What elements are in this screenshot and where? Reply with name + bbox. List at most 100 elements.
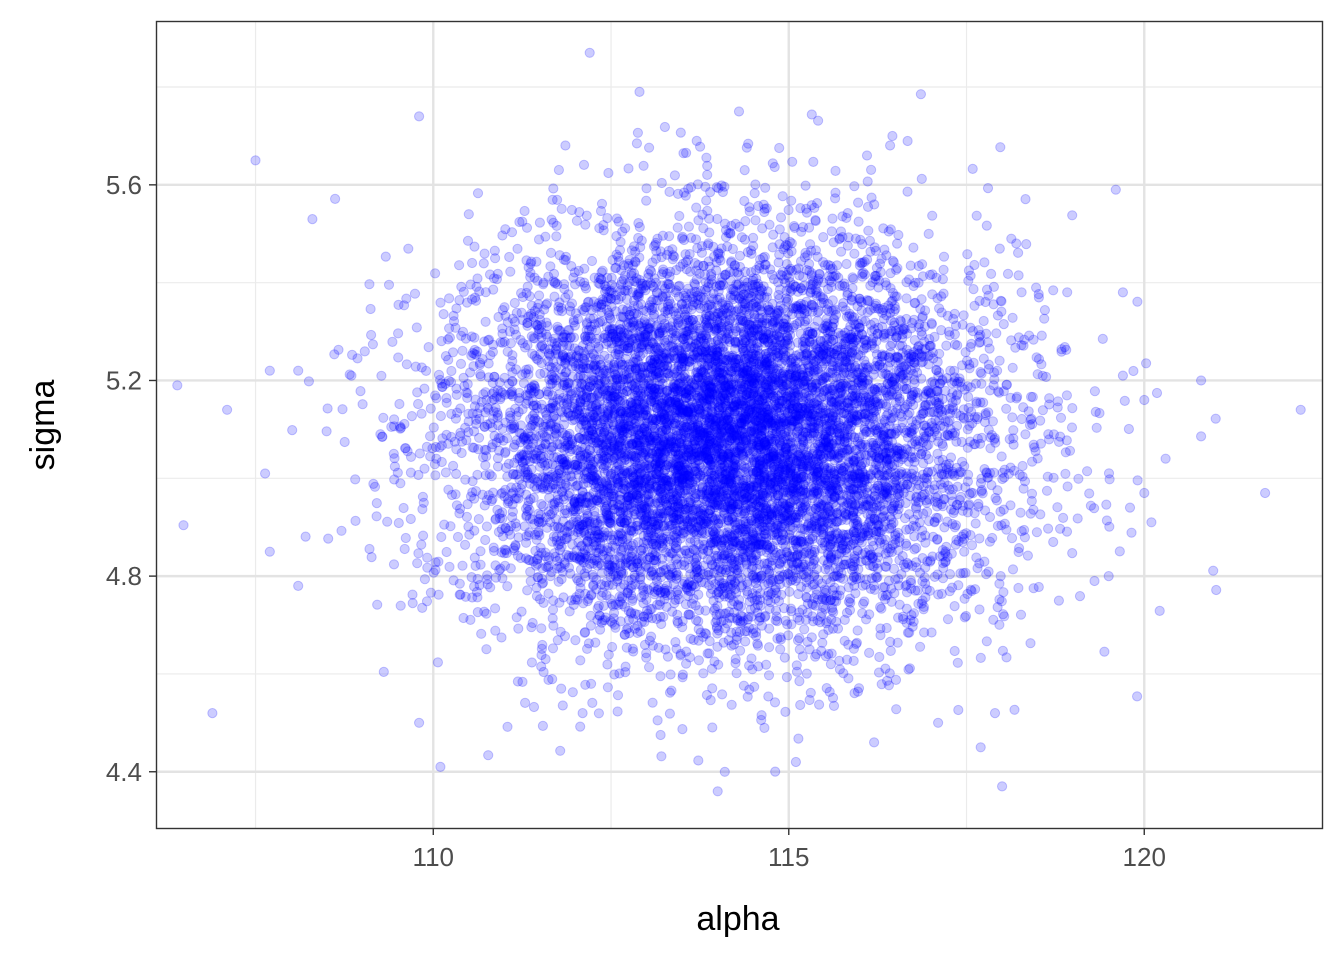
data-point	[641, 319, 652, 330]
data-point	[1039, 305, 1051, 316]
data-point	[423, 342, 434, 353]
data-point	[639, 589, 650, 600]
data-point	[701, 152, 712, 163]
data-point	[723, 374, 734, 385]
data-point	[596, 476, 607, 487]
data-point	[287, 425, 298, 436]
data-point	[764, 642, 775, 653]
data-point	[717, 689, 728, 700]
data-point	[347, 349, 358, 360]
data-point	[673, 359, 685, 370]
data-point	[1160, 453, 1171, 464]
data-point	[439, 519, 450, 530]
data-point	[656, 431, 667, 442]
data-point	[365, 303, 376, 315]
data-point	[748, 469, 760, 480]
data-point	[1110, 184, 1121, 195]
data-point	[791, 401, 802, 412]
data-point	[389, 461, 400, 472]
data-point	[493, 526, 504, 538]
data-point	[790, 371, 801, 382]
data-point	[770, 766, 781, 777]
data-point	[1139, 394, 1150, 406]
data-point	[463, 408, 474, 419]
data-point	[654, 371, 665, 382]
data-point	[622, 343, 633, 354]
data-point	[562, 430, 573, 441]
data-point	[936, 588, 947, 600]
data-point	[364, 279, 375, 290]
data-point	[723, 477, 735, 489]
data-point	[662, 304, 673, 316]
data-point	[395, 600, 406, 611]
data-point	[382, 516, 393, 527]
data-point	[869, 737, 880, 748]
data-point	[698, 493, 709, 504]
data-point	[793, 733, 804, 744]
data-point	[690, 374, 701, 385]
data-point	[478, 258, 489, 269]
data-point	[578, 159, 590, 170]
data-point	[661, 505, 672, 516]
data-point	[593, 379, 604, 390]
data-point	[707, 313, 718, 324]
data-point	[818, 525, 829, 536]
data-point	[559, 482, 570, 493]
data-point	[971, 398, 982, 409]
data-point	[726, 476, 737, 487]
data-point	[639, 514, 650, 525]
data-point	[782, 512, 793, 523]
data-point	[1006, 233, 1017, 244]
data-point	[1089, 575, 1100, 587]
data-point	[754, 507, 765, 519]
data-point	[985, 443, 996, 454]
data-point	[795, 485, 806, 496]
plot-background	[156, 21, 1322, 828]
data-point	[476, 628, 487, 639]
data-point	[584, 47, 595, 58]
data-point	[855, 440, 866, 452]
data-point	[787, 156, 798, 167]
data-point	[774, 142, 785, 154]
data-point	[740, 636, 751, 647]
data-point	[975, 397, 986, 408]
data-point	[752, 372, 763, 383]
data-point	[1033, 581, 1044, 593]
data-point	[1060, 447, 1071, 458]
data-point	[1021, 239, 1032, 250]
data-point	[336, 525, 347, 536]
data-point	[522, 439, 533, 450]
data-point	[730, 654, 741, 665]
data-point	[724, 424, 735, 435]
data-point	[634, 86, 645, 98]
data-point	[734, 418, 745, 429]
data-point	[764, 451, 776, 463]
data-point	[675, 406, 686, 417]
data-point	[376, 370, 387, 381]
data-point	[250, 155, 261, 166]
data-point	[869, 242, 880, 253]
data-point	[942, 614, 954, 625]
data-point	[602, 682, 614, 693]
data-point	[1013, 270, 1024, 281]
data-point	[861, 339, 872, 350]
data-point	[719, 181, 730, 192]
data-point	[829, 571, 840, 582]
data-point	[425, 403, 436, 414]
data-point	[417, 602, 428, 614]
data-point	[870, 571, 881, 582]
data-point	[816, 527, 827, 538]
data-point	[416, 408, 427, 419]
data-point	[413, 398, 424, 410]
data-point	[523, 434, 534, 445]
data-point	[733, 106, 745, 117]
data-point	[932, 430, 943, 441]
data-point	[828, 373, 839, 384]
data-point	[727, 511, 739, 523]
data-point	[1097, 333, 1108, 344]
data-point	[908, 314, 920, 325]
data-point	[739, 298, 750, 309]
data-point	[383, 279, 395, 290]
data-point	[613, 531, 625, 542]
data-point	[644, 585, 655, 596]
